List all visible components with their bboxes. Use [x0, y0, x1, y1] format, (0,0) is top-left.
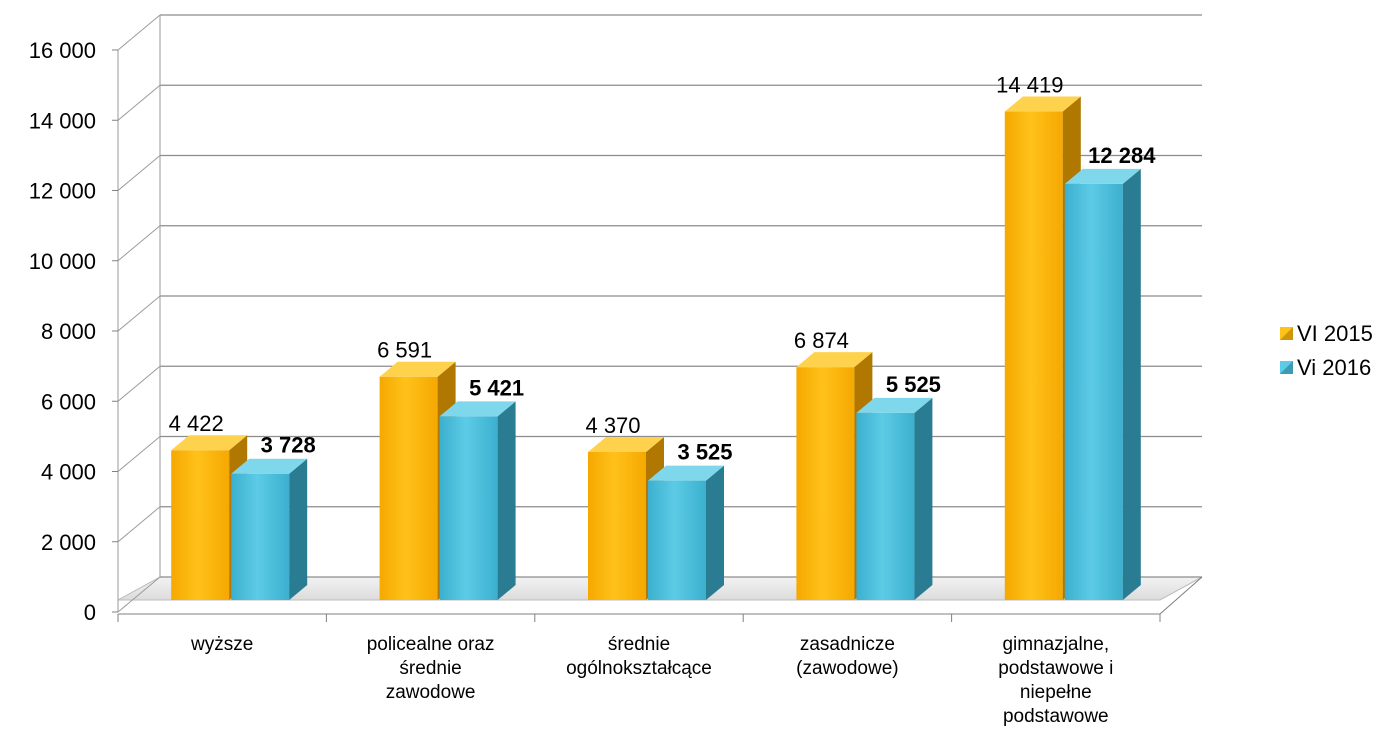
y-tick-label: 2 000: [41, 530, 96, 555]
y-tick-label: 16 000: [29, 38, 96, 63]
bar-front: [379, 376, 438, 600]
bars: [171, 96, 1141, 601]
x-tick-label: wyższe: [190, 634, 253, 655]
data-label: 3 728: [261, 433, 316, 458]
bar-side: [706, 465, 724, 600]
bar-front: [439, 416, 498, 600]
x-axis: wyższe policealne oraz średnie zawodowe śred…: [117, 576, 1203, 727]
bar-top: [1064, 168, 1141, 184]
x-tick-label: policealne oraz średnie zawodowe: [367, 634, 495, 703]
legend-swatch-shade: [1280, 327, 1293, 340]
bar-top: [231, 458, 308, 474]
data-labels: 4 422 6 591 4 370 6 874 14 419 3 728 5 421 3 52…: [169, 73, 1157, 465]
y-tick-label: 12 000: [29, 179, 96, 204]
legend-item: Vi 2016: [1280, 355, 1371, 380]
bar-top: [588, 436, 664, 452]
bar-front: [231, 473, 290, 600]
bar-front: [796, 367, 855, 600]
side-gridline: [117, 84, 161, 121]
legend: VI 2015 Vi 2016: [1280, 321, 1373, 380]
bar-side: [1122, 168, 1141, 600]
bar: [856, 397, 933, 600]
y-tick-label: 4 000: [41, 460, 96, 485]
bar-side: [497, 401, 516, 600]
bar-front: [1064, 183, 1123, 600]
bar-top: [796, 352, 873, 368]
x-tick-label: średnie ogólnokształcące: [566, 634, 712, 679]
side-gridline: [117, 225, 161, 262]
bar: [439, 401, 516, 600]
side-gridline: [117, 365, 161, 402]
data-label: 6 591: [377, 338, 432, 363]
bar-top: [856, 397, 933, 413]
legend-label: Vi 2016: [1297, 355, 1371, 380]
side-gridline: [117, 506, 161, 543]
bar-front: [171, 450, 230, 600]
x-tick-label: gimnazjalne, podstawowe i niepełne podstawo…: [998, 634, 1113, 727]
legend-item: VI 2015: [1280, 321, 1373, 346]
bar: [1064, 168, 1141, 600]
side-gridline: [117, 576, 161, 613]
data-label: 4 422: [169, 411, 224, 436]
data-label: 3 525: [677, 440, 732, 465]
y-tick-label: 6 000: [41, 389, 96, 414]
side-gridline: [117, 295, 161, 332]
bar-top: [379, 361, 456, 377]
y-axis: 0 2 000 4 000 6 000 8 000 10 000 12 000 14 000 1…: [29, 38, 118, 625]
legend-label: VI 2015: [1297, 321, 1373, 346]
bar-front: [1004, 111, 1063, 601]
data-label: 4 370: [585, 413, 640, 438]
bar-top: [648, 465, 724, 481]
side-gridline: [117, 14, 161, 51]
bar-top: [171, 435, 248, 451]
y-tick-label: 10 000: [29, 249, 96, 274]
data-label: 12 284: [1088, 143, 1156, 168]
x-axis-depth-line: [1159, 576, 1203, 615]
data-label: 5 525: [886, 372, 941, 397]
bar-side: [914, 397, 933, 600]
y-tick-label: 14 000: [29, 108, 96, 133]
data-label: 6 874: [794, 328, 849, 353]
data-label: 5 421: [469, 375, 524, 400]
x-tick-label: zasadnicze (zawodowe): [796, 634, 898, 679]
bar-front: [588, 451, 646, 600]
data-label: 14 419: [996, 73, 1063, 98]
legend-swatch-shade: [1280, 361, 1293, 374]
bar-side: [289, 458, 308, 600]
y-tick-label: 0: [84, 600, 96, 625]
side-gridline: [117, 436, 161, 472]
bar: [648, 465, 724, 600]
bar-top: [1004, 96, 1081, 112]
side-gridline: [117, 155, 161, 191]
bar-front: [856, 412, 915, 600]
bar-front: [648, 480, 706, 600]
y-tick-label: 8 000: [41, 319, 96, 344]
bar-top: [439, 401, 516, 417]
bar: [231, 458, 308, 600]
